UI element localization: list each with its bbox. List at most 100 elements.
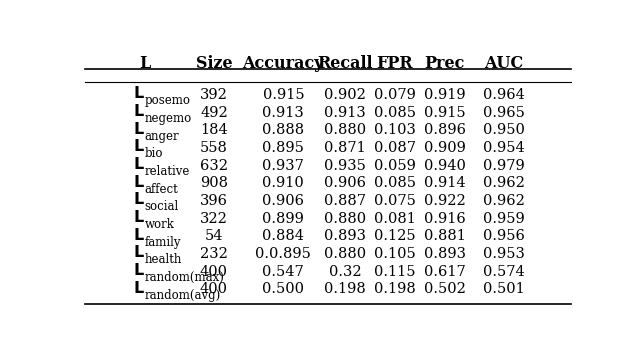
Text: 0.922: 0.922: [424, 194, 465, 208]
Text: 0.979: 0.979: [483, 159, 525, 173]
Text: 0.501: 0.501: [483, 282, 525, 297]
Text: 0.913: 0.913: [324, 106, 366, 120]
Text: anger: anger: [145, 130, 179, 143]
Text: 396: 396: [200, 194, 228, 208]
Text: Recall: Recall: [317, 54, 373, 72]
Text: 0.880: 0.880: [324, 123, 367, 138]
Text: 0.956: 0.956: [483, 229, 525, 244]
Text: 0.125: 0.125: [374, 229, 416, 244]
Text: bio: bio: [145, 148, 163, 160]
Text: 0.502: 0.502: [424, 282, 465, 297]
Text: 0.087: 0.087: [374, 141, 416, 155]
Text: posemo: posemo: [145, 95, 191, 107]
Text: 0.950: 0.950: [483, 123, 525, 138]
Text: 0.075: 0.075: [374, 194, 416, 208]
Text: 0.937: 0.937: [262, 159, 304, 173]
Text: 0.914: 0.914: [424, 176, 465, 191]
Text: 0.884: 0.884: [262, 229, 305, 244]
Text: 400: 400: [200, 265, 228, 279]
Text: $\mathbf{L}$: $\mathbf{L}$: [132, 191, 145, 208]
Text: 0.965: 0.965: [483, 106, 525, 120]
Text: random(avg): random(avg): [145, 289, 221, 302]
Text: 908: 908: [200, 176, 228, 191]
Text: $\mathbf{L}$: $\mathbf{L}$: [132, 174, 145, 191]
Text: affect: affect: [145, 183, 178, 196]
Text: 0.906: 0.906: [324, 176, 366, 191]
Text: family: family: [145, 236, 181, 249]
Text: 0.893: 0.893: [424, 247, 465, 261]
Text: work: work: [145, 218, 174, 231]
Text: Accuracy: Accuracy: [243, 54, 324, 72]
Text: 0.899: 0.899: [262, 212, 304, 226]
Text: Prec: Prec: [424, 54, 465, 72]
Text: 0.919: 0.919: [424, 88, 465, 102]
Text: 0.198: 0.198: [374, 282, 416, 297]
Text: social: social: [145, 201, 179, 213]
Text: 0.880: 0.880: [324, 212, 367, 226]
Text: 0.906: 0.906: [262, 194, 305, 208]
Text: 0.896: 0.896: [424, 123, 465, 138]
Text: 322: 322: [200, 212, 228, 226]
Text: $\mathbf{L}$: $\mathbf{L}$: [132, 121, 145, 138]
Text: 0.913: 0.913: [262, 106, 304, 120]
Text: 0.081: 0.081: [374, 212, 416, 226]
Text: 0.909: 0.909: [424, 141, 465, 155]
Text: L: L: [139, 54, 150, 72]
Text: 0.881: 0.881: [424, 229, 465, 244]
Text: 0.910: 0.910: [262, 176, 304, 191]
Text: 184: 184: [200, 123, 228, 138]
Text: 492: 492: [200, 106, 228, 120]
Text: $\mathbf{L}$: $\mathbf{L}$: [132, 227, 145, 244]
Text: AUC: AUC: [484, 54, 524, 72]
Text: 0.079: 0.079: [374, 88, 416, 102]
Text: 54: 54: [205, 229, 223, 244]
Text: FPR: FPR: [377, 54, 413, 72]
Text: 0.964: 0.964: [483, 88, 525, 102]
Text: 0.32: 0.32: [329, 265, 362, 279]
Text: $\mathbf{L}$: $\mathbf{L}$: [132, 280, 145, 297]
Text: health: health: [145, 254, 182, 266]
Text: 0.574: 0.574: [483, 265, 525, 279]
Text: $\mathbf{L}$: $\mathbf{L}$: [132, 156, 145, 173]
Text: $\mathbf{L}$: $\mathbf{L}$: [132, 262, 145, 279]
Text: $\mathbf{L}$: $\mathbf{L}$: [132, 244, 145, 261]
Text: random(max): random(max): [145, 271, 225, 284]
Text: 0.617: 0.617: [424, 265, 465, 279]
Text: Size: Size: [196, 54, 232, 72]
Text: 392: 392: [200, 88, 228, 102]
Text: negemo: negemo: [145, 112, 192, 125]
Text: 232: 232: [200, 247, 228, 261]
Text: 0.940: 0.940: [424, 159, 465, 173]
Text: 400: 400: [200, 282, 228, 297]
Text: $\mathbf{L}$: $\mathbf{L}$: [132, 103, 145, 120]
Text: 558: 558: [200, 141, 228, 155]
Text: 0.935: 0.935: [324, 159, 366, 173]
Text: 0.893: 0.893: [324, 229, 366, 244]
Text: 0.115: 0.115: [374, 265, 416, 279]
Text: 0.880: 0.880: [324, 247, 367, 261]
Text: 0.954: 0.954: [483, 141, 525, 155]
Text: 0.0.895: 0.0.895: [255, 247, 311, 261]
Text: $\mathbf{L}$: $\mathbf{L}$: [132, 209, 145, 226]
Text: 0.916: 0.916: [424, 212, 465, 226]
Text: 0.962: 0.962: [483, 194, 525, 208]
Text: 0.198: 0.198: [324, 282, 366, 297]
Text: $\mathbf{L}$: $\mathbf{L}$: [132, 85, 145, 102]
Text: 0.953: 0.953: [483, 247, 525, 261]
Text: $\mathbf{L}$: $\mathbf{L}$: [132, 138, 145, 155]
Text: 632: 632: [200, 159, 228, 173]
Text: 0.500: 0.500: [262, 282, 305, 297]
Text: 0.871: 0.871: [324, 141, 366, 155]
Text: 0.887: 0.887: [324, 194, 366, 208]
Text: 0.085: 0.085: [374, 176, 416, 191]
Text: 0.915: 0.915: [424, 106, 465, 120]
Text: 0.888: 0.888: [262, 123, 305, 138]
Text: 0.105: 0.105: [374, 247, 416, 261]
Text: 0.902: 0.902: [324, 88, 366, 102]
Text: 0.962: 0.962: [483, 176, 525, 191]
Text: 0.895: 0.895: [262, 141, 304, 155]
Text: 0.103: 0.103: [374, 123, 416, 138]
Text: 0.547: 0.547: [262, 265, 304, 279]
Text: 0.915: 0.915: [262, 88, 304, 102]
Text: 0.059: 0.059: [374, 159, 416, 173]
